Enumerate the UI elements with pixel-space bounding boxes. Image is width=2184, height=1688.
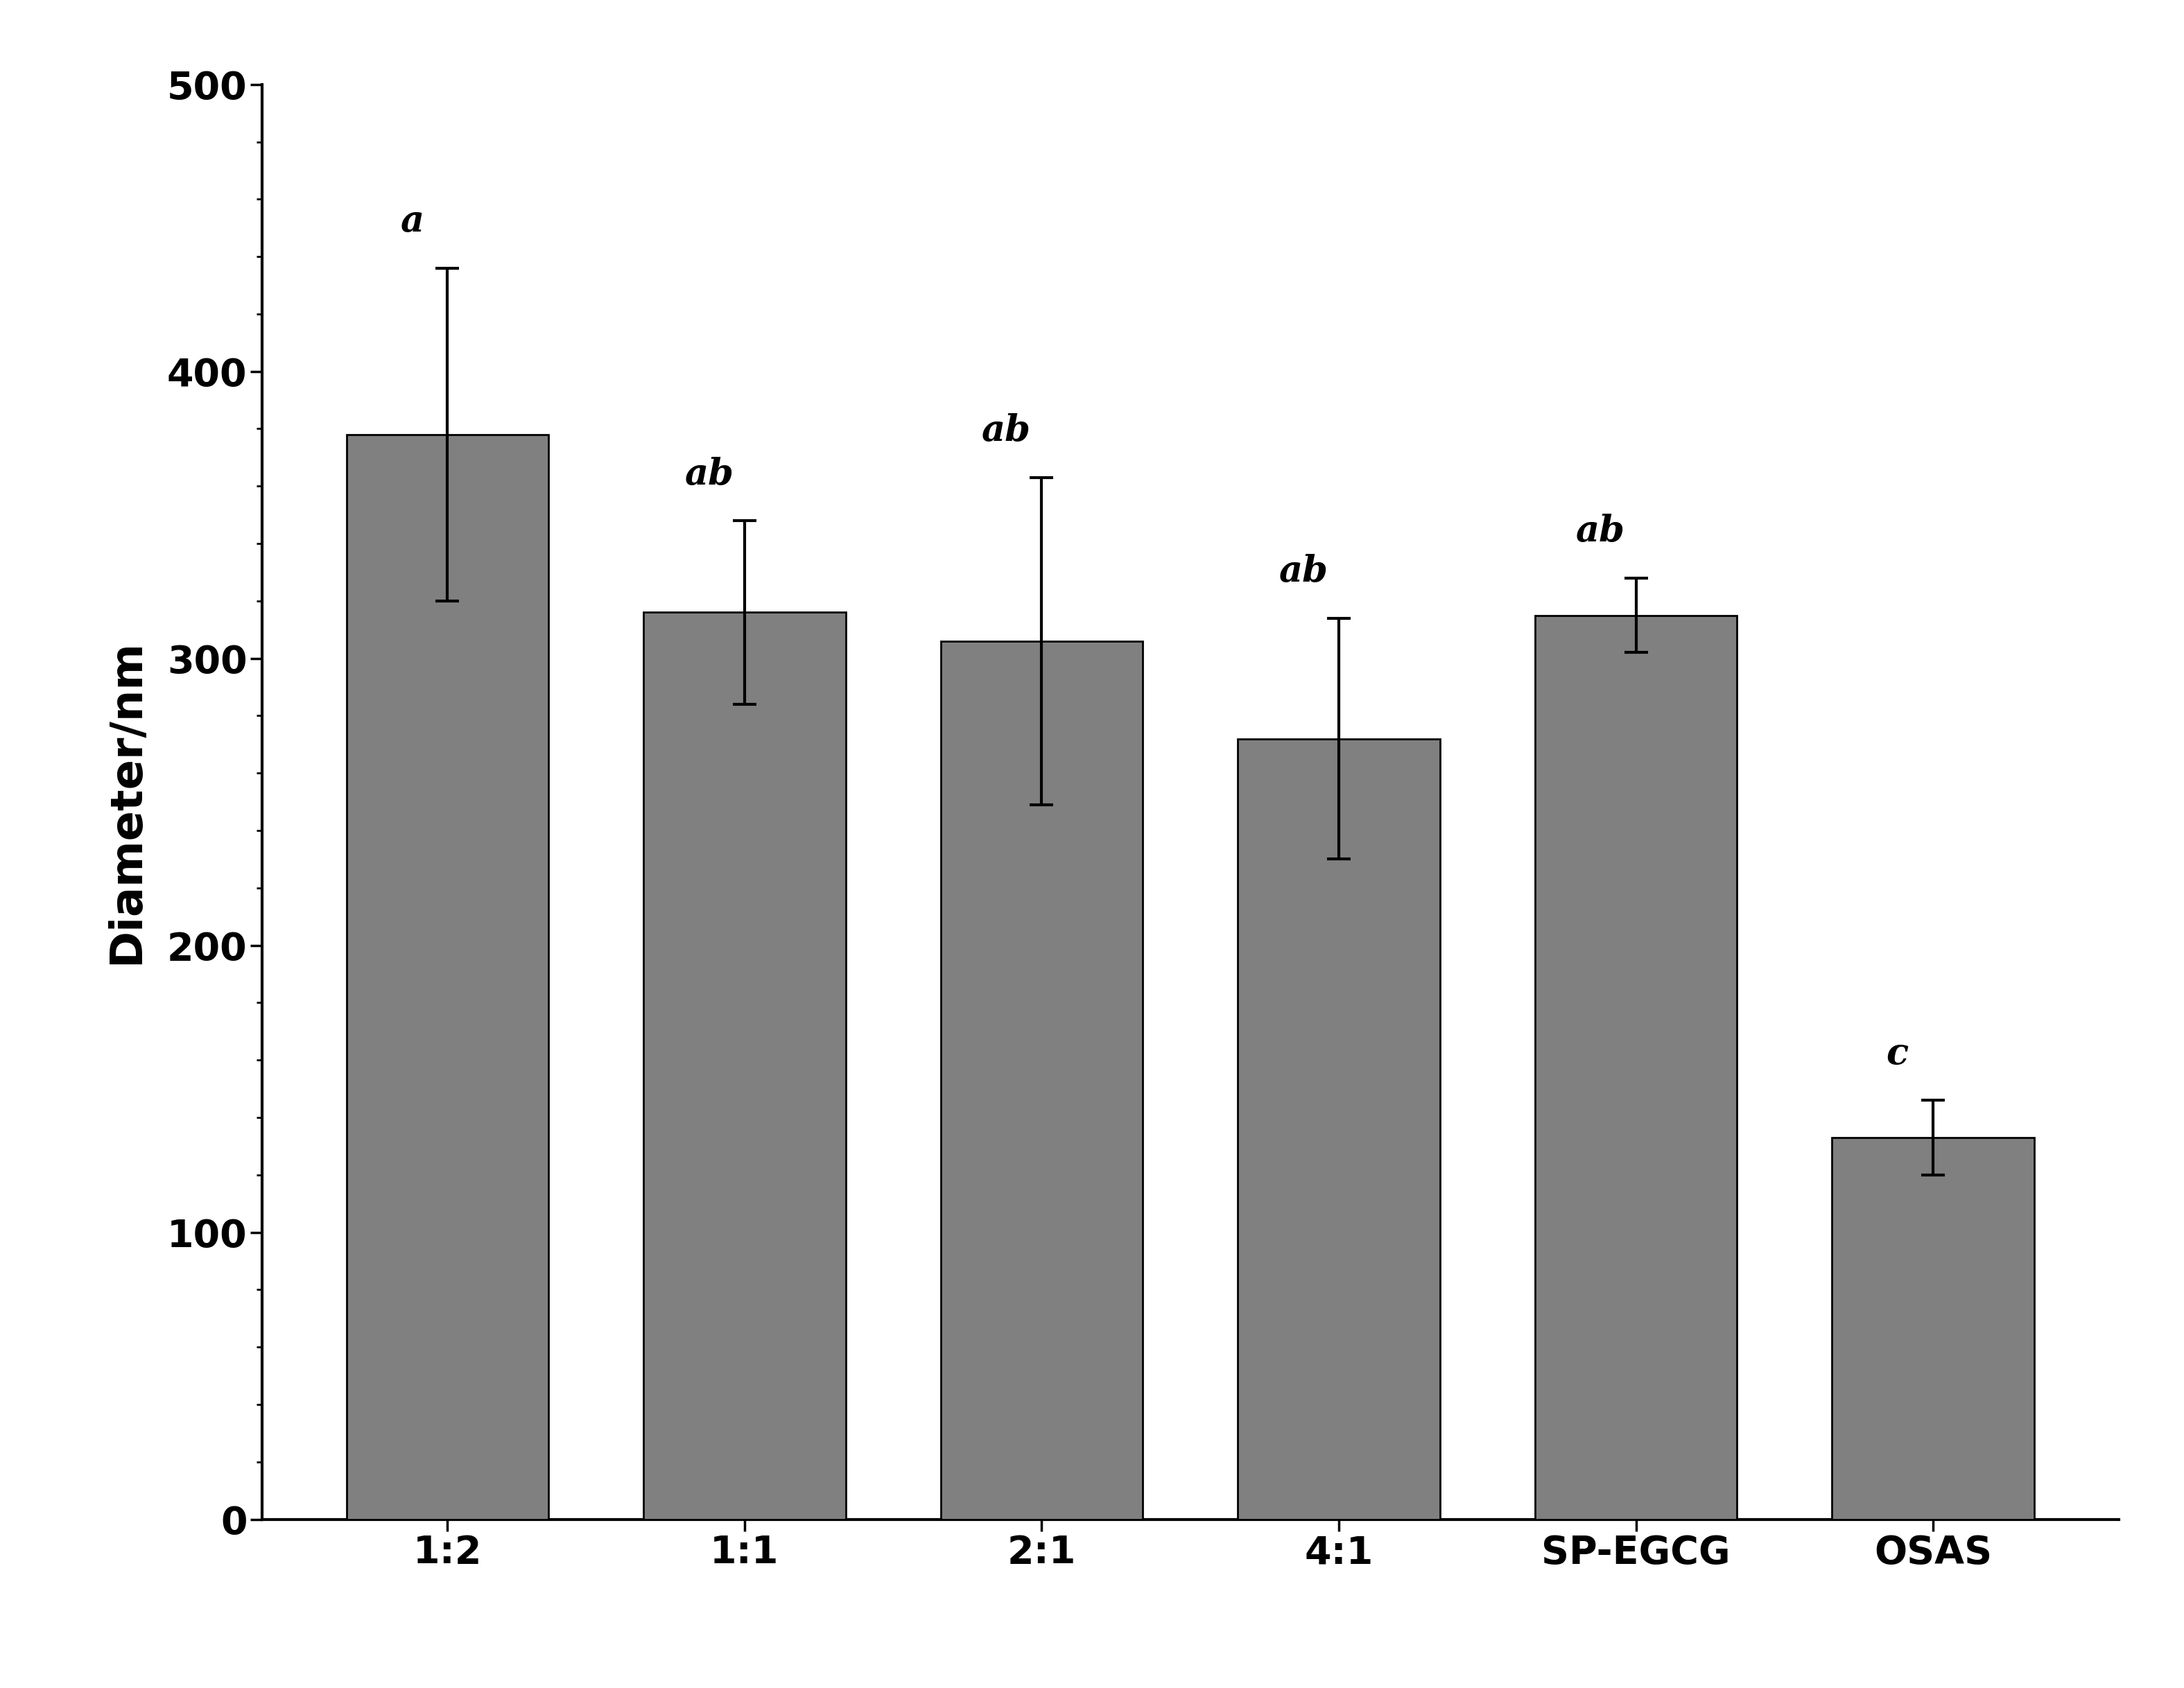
Text: ab: ab: [684, 456, 734, 491]
Bar: [941, 641, 1142, 1519]
Text: c: c: [1887, 1036, 1909, 1072]
Bar: [1535, 616, 1736, 1519]
Bar: [1832, 1138, 2033, 1519]
Bar: [1238, 739, 1439, 1519]
Text: ab: ab: [1575, 513, 1625, 549]
Text: a: a: [400, 204, 424, 240]
Text: ab: ab: [1278, 554, 1328, 589]
Text: ab: ab: [981, 414, 1031, 449]
Bar: [347, 434, 548, 1519]
Y-axis label: Diameter/nm: Diameter/nm: [105, 640, 149, 964]
Bar: [644, 613, 845, 1519]
